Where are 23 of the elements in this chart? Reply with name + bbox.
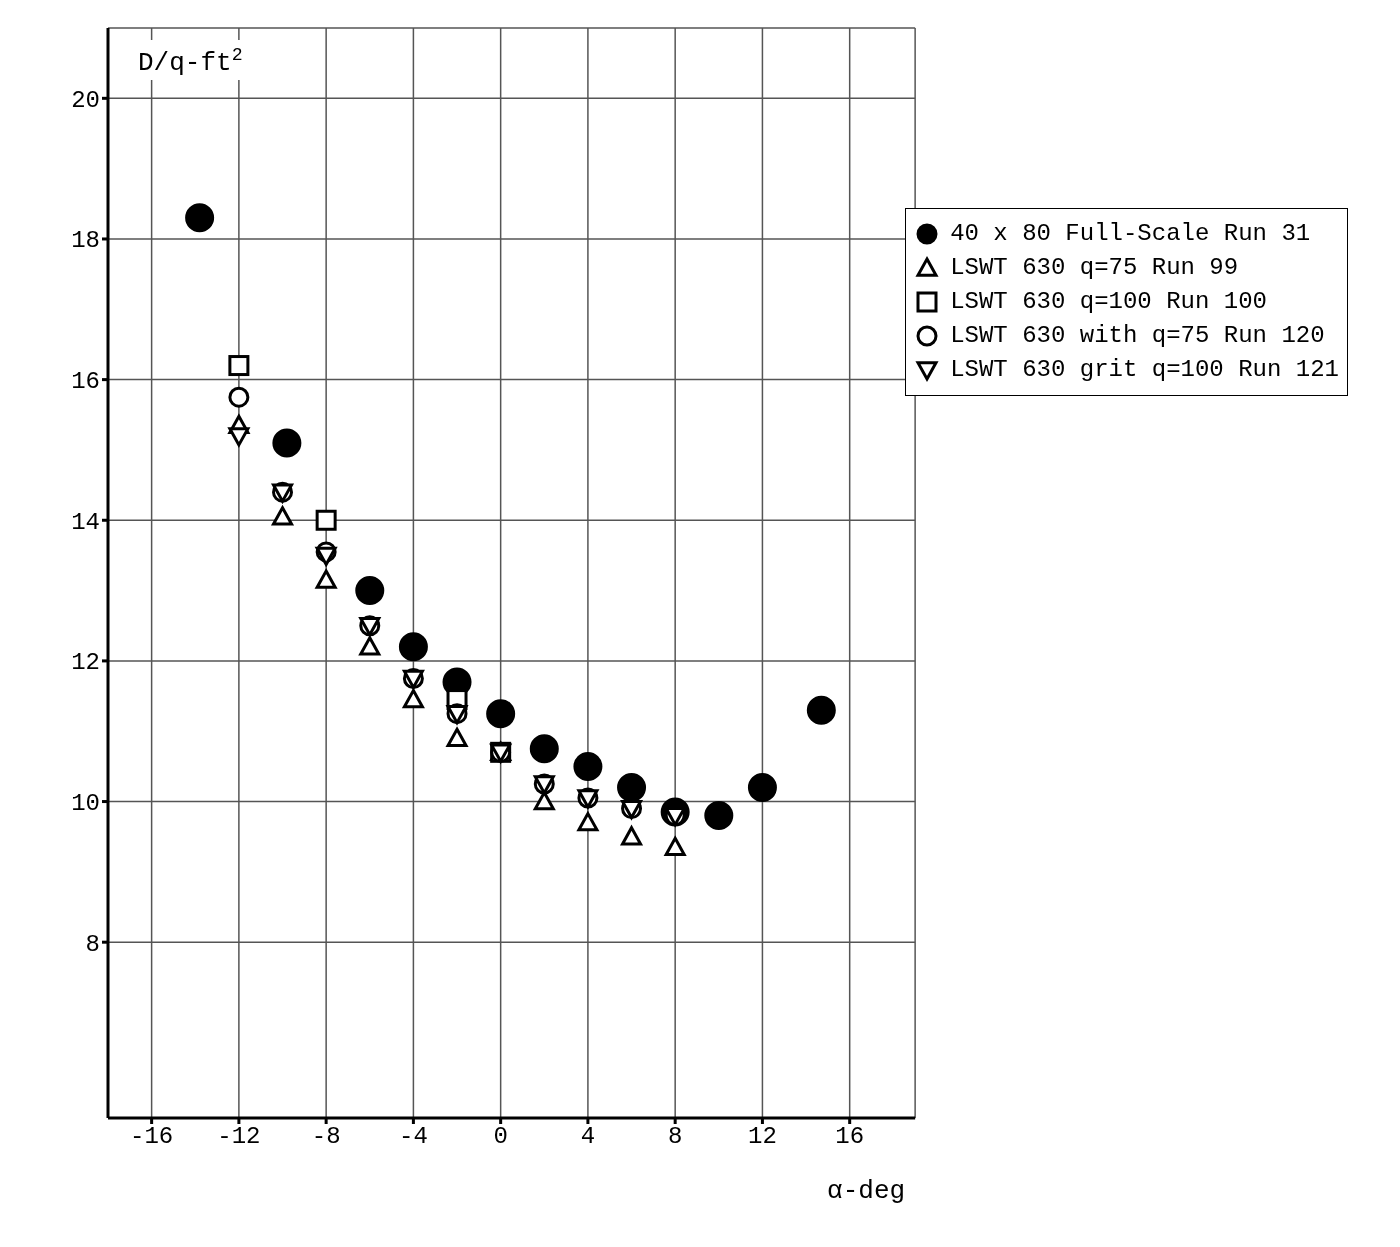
y-tick-label: 16: [71, 368, 100, 396]
legend-label: LSWT 630 with q=75 Run 120: [950, 321, 1325, 351]
x-tick-label: 0: [493, 1123, 508, 1151]
y-tick-label: 10: [71, 790, 100, 818]
y-tick-label: 20: [71, 86, 100, 114]
x-tick-label: -8: [311, 1123, 341, 1151]
y-tick-label: 12: [71, 649, 100, 677]
x-tick-label: 12: [748, 1123, 777, 1151]
legend-label: LSWT 630 grit q=100 Run 121: [950, 355, 1339, 385]
x-tick-label: -16: [130, 1123, 174, 1151]
legend-label: 40 x 80 Full-Scale Run 31: [950, 219, 1311, 249]
y-tick-label: 14: [71, 508, 100, 536]
legend-label: LSWT 630 q=75 Run 99: [950, 253, 1239, 283]
y-axis-title: D/q-ft$^{2}$: [138, 45, 243, 78]
x-tick-label: -4: [398, 1123, 428, 1151]
y-tick-label: 18: [71, 227, 100, 255]
legend-label: LSWT 630 q=100 Run 100: [950, 287, 1267, 317]
x-tick-label: 8: [667, 1123, 683, 1151]
x-tick-label: -12: [217, 1123, 261, 1151]
y-tick-label: 8: [85, 930, 100, 958]
x-axis-title: α-deg: [827, 1176, 906, 1206]
x-tick-label: 16: [835, 1123, 865, 1151]
x-tick-label: 4: [580, 1123, 596, 1151]
